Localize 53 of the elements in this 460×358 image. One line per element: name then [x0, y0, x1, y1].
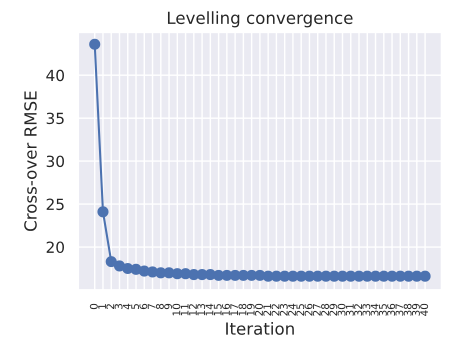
x-tick-label: 7 — [148, 304, 156, 309]
x-tick-label: 1 — [98, 304, 106, 309]
y-tick-label: 35 — [46, 112, 64, 124]
x-tick-label: 33 — [362, 304, 370, 316]
x-tick-label: 6 — [139, 304, 148, 310]
x-tick-label: 21 — [263, 304, 272, 316]
x-tick-label: 3 — [114, 304, 123, 310]
y-tick-label: 40 — [46, 70, 64, 82]
point — [106, 256, 117, 268]
x-tick-label: 28 — [321, 304, 329, 316]
x-tick-label: 5 — [131, 304, 140, 309]
x-tick-label: 24 — [288, 304, 296, 316]
x-tick-label: 4 — [123, 304, 131, 310]
x-tick-label: 13 — [197, 304, 206, 316]
x-tick-label: 30 — [338, 304, 346, 316]
x-tick-label: 26 — [304, 304, 312, 316]
x-tick-label: 18 — [238, 304, 246, 316]
x-tick-label: 10 — [172, 304, 180, 316]
y-tick-label: 20 — [46, 241, 64, 254]
x-tick-label: 29 — [329, 304, 338, 316]
x-tick-label: 12 — [188, 304, 197, 316]
x-tick-label: 37 — [395, 304, 404, 316]
x-tick-label: 40 — [420, 304, 428, 316]
y-axis-title: Cross-over RMSE — [24, 91, 37, 231]
x-tick-label: 25 — [296, 304, 304, 316]
x-tick-label: 20 — [255, 304, 263, 316]
y-tick-label: 25 — [46, 198, 64, 210]
x-tick-label: 17 — [230, 304, 238, 316]
x-tick-label: 16 — [222, 304, 230, 316]
x-tick-label: 39 — [412, 304, 420, 316]
point — [420, 270, 431, 282]
x-tick-label: 36 — [387, 304, 396, 316]
x-tick-label: 15 — [214, 304, 222, 316]
x-tick-label: 9 — [164, 304, 172, 310]
y-tick-label: 30 — [46, 156, 64, 168]
point — [97, 206, 109, 218]
x-tick-label: 11 — [180, 304, 188, 316]
x-tick-label: 8 — [156, 304, 164, 310]
x-tick-label: 14 — [206, 304, 214, 316]
x-tick-label: 27 — [312, 304, 321, 316]
x-axis-title: Iteration — [226, 322, 294, 335]
x-tick-label: 32 — [354, 304, 362, 316]
x-tick-label: 19 — [246, 304, 255, 316]
x-tick-label: 38 — [404, 304, 412, 316]
x-tick-label: 0 — [90, 304, 98, 310]
x-tick-label: 22 — [272, 304, 280, 316]
x-tick-label: 31 — [346, 304, 354, 316]
chart-title: Levelling convergence — [168, 11, 353, 28]
x-tick-label: 34 — [370, 304, 379, 316]
x-tick-label: 23 — [280, 304, 288, 316]
x-tick-label: 2 — [106, 304, 114, 310]
point — [89, 38, 100, 50]
x-tick-label: 35 — [378, 304, 387, 316]
